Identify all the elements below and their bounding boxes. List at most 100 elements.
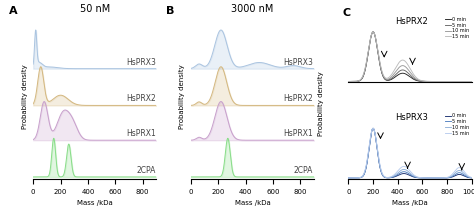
5 min xyxy=(467,176,473,179)
Text: HsPRX1: HsPRX1 xyxy=(283,129,313,138)
15 min xyxy=(469,176,474,179)
5 min xyxy=(469,177,474,179)
Text: HsPRX3: HsPRX3 xyxy=(126,58,155,67)
Line: 5 min: 5 min xyxy=(348,128,472,178)
10 min xyxy=(370,31,376,33)
10 min xyxy=(469,80,474,83)
15 min xyxy=(469,80,474,83)
5 min xyxy=(446,80,451,83)
Line: 15 min: 15 min xyxy=(348,32,472,82)
Text: Probability density: Probability density xyxy=(319,72,324,136)
0 min xyxy=(467,176,473,179)
5 min xyxy=(410,77,416,79)
10 min xyxy=(388,76,394,78)
15 min xyxy=(410,72,416,75)
Line: 15 min: 15 min xyxy=(348,128,472,178)
10 min xyxy=(467,176,473,178)
0 min xyxy=(410,176,416,178)
15 min xyxy=(402,60,408,63)
15 min xyxy=(446,80,451,83)
Text: HsPRX2: HsPRX2 xyxy=(283,94,313,104)
X-axis label: Mass /kDa: Mass /kDa xyxy=(392,200,428,206)
10 min xyxy=(402,168,408,171)
X-axis label: Mass /kDa: Mass /kDa xyxy=(235,200,270,206)
Legend: 0 min, 5 min, 10 min, 15 min: 0 min, 5 min, 10 min, 15 min xyxy=(443,111,471,137)
0 min xyxy=(410,78,416,80)
0 min xyxy=(446,177,451,179)
0 min xyxy=(388,176,394,179)
15 min xyxy=(370,31,376,33)
Text: C: C xyxy=(342,8,350,18)
Y-axis label: Probability density: Probability density xyxy=(22,64,27,129)
15 min xyxy=(375,154,381,157)
10 min xyxy=(375,155,381,158)
15 min xyxy=(388,176,394,178)
0 min xyxy=(469,177,474,179)
Line: 0 min: 0 min xyxy=(348,32,472,82)
5 min xyxy=(346,80,351,83)
10 min xyxy=(410,75,416,77)
5 min xyxy=(467,80,473,83)
Legend: 0 min, 5 min, 10 min, 15 min: 0 min, 5 min, 10 min, 15 min xyxy=(443,15,471,41)
0 min xyxy=(375,157,381,159)
10 min xyxy=(446,80,451,83)
0 min xyxy=(370,31,376,33)
X-axis label: Mass /kDa: Mass /kDa xyxy=(77,200,113,206)
Text: 2CPA: 2CPA xyxy=(294,166,313,175)
0 min xyxy=(388,78,394,81)
15 min xyxy=(446,176,451,178)
15 min xyxy=(402,166,408,168)
15 min xyxy=(467,176,473,178)
5 min xyxy=(388,176,394,179)
15 min xyxy=(346,80,351,83)
Text: HsPRX2: HsPRX2 xyxy=(126,94,155,104)
10 min xyxy=(469,176,474,179)
5 min xyxy=(370,31,376,33)
Y-axis label: Probability density: Probability density xyxy=(179,64,185,129)
Text: 2CPA: 2CPA xyxy=(137,166,155,175)
5 min xyxy=(375,54,381,57)
10 min xyxy=(446,176,451,179)
Title: 3000 nM: 3000 nM xyxy=(231,4,273,14)
Text: HsPRX1: HsPRX1 xyxy=(126,129,155,138)
15 min xyxy=(467,80,473,83)
Text: HsPRX3: HsPRX3 xyxy=(395,113,428,122)
Line: 10 min: 10 min xyxy=(348,128,472,178)
5 min xyxy=(346,177,351,179)
10 min xyxy=(388,176,394,178)
10 min xyxy=(402,66,408,68)
5 min xyxy=(370,127,376,130)
5 min xyxy=(375,157,381,159)
Text: HsPRX3: HsPRX3 xyxy=(283,58,313,67)
0 min xyxy=(375,54,381,57)
Title: 50 nM: 50 nM xyxy=(80,4,110,14)
0 min xyxy=(346,80,351,83)
Text: HsPRX2: HsPRX2 xyxy=(395,17,428,26)
0 min xyxy=(469,80,474,83)
0 min xyxy=(446,80,451,83)
5 min xyxy=(402,171,408,173)
15 min xyxy=(375,52,381,55)
0 min xyxy=(370,127,376,130)
Line: 10 min: 10 min xyxy=(348,32,472,82)
10 min xyxy=(346,177,351,179)
0 min xyxy=(346,177,351,179)
15 min xyxy=(388,74,394,77)
5 min xyxy=(388,77,394,80)
15 min xyxy=(410,173,416,176)
5 min xyxy=(402,70,408,72)
0 min xyxy=(402,73,408,75)
0 min xyxy=(402,172,408,175)
10 min xyxy=(375,53,381,56)
5 min xyxy=(469,80,474,83)
10 min xyxy=(410,174,416,177)
Text: B: B xyxy=(166,6,174,16)
15 min xyxy=(346,177,351,179)
10 min xyxy=(346,80,351,83)
5 min xyxy=(446,176,451,179)
10 min xyxy=(370,127,376,130)
15 min xyxy=(370,127,376,130)
Text: A: A xyxy=(9,6,17,16)
0 min xyxy=(467,80,473,83)
Line: 0 min: 0 min xyxy=(348,128,472,178)
